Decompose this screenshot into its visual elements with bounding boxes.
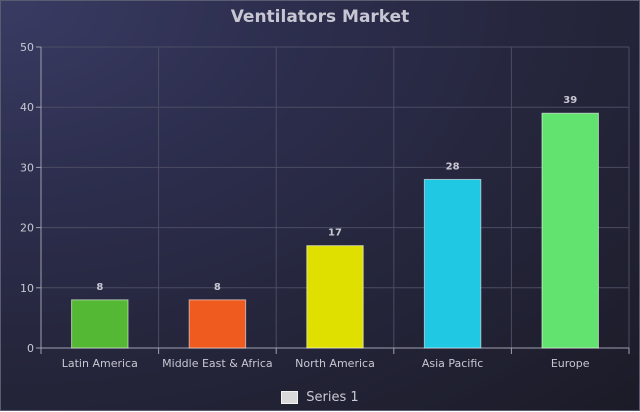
x-tick-label: Latin America <box>62 357 138 370</box>
bar-value-label: 17 <box>328 228 342 239</box>
bar-value-label: 8 <box>214 282 221 293</box>
x-tick-label: Asia Pacific <box>422 357 484 370</box>
y-tick-label: 0 <box>27 342 34 355</box>
x-tick-label: Middle East & Africa <box>162 357 273 370</box>
y-tick-label: 30 <box>20 161 34 174</box>
y-tick-label: 10 <box>20 282 34 295</box>
bar <box>423 178 482 349</box>
y-tick-label: 40 <box>20 101 34 114</box>
legend: Series 1 <box>1 390 639 405</box>
chart-title: Ventilators Market <box>230 7 410 27</box>
y-tick-label: 20 <box>20 222 34 235</box>
bar <box>188 299 247 349</box>
bar-value-label: 8 <box>96 282 103 293</box>
y-tick-label: 50 <box>20 41 34 54</box>
bar <box>71 299 129 349</box>
bar <box>306 245 364 349</box>
bar-value-label: 28 <box>446 161 460 172</box>
bar-value-label: 39 <box>563 95 577 106</box>
x-tick-label: North America <box>295 357 375 370</box>
x-tick-label: Europe <box>551 357 590 370</box>
legend-label: Series 1 <box>306 390 359 405</box>
bar <box>541 112 599 349</box>
legend-swatch <box>281 391 299 404</box>
